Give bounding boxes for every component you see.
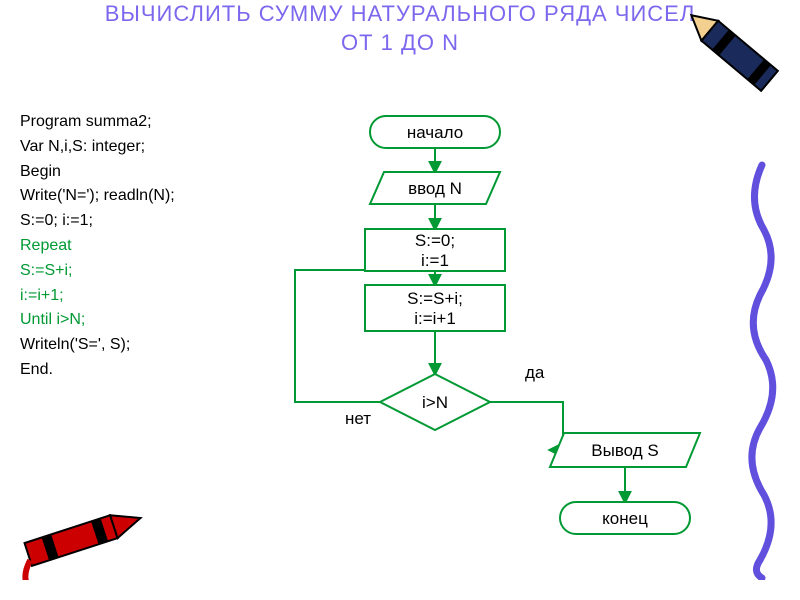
- code-line: Write('N='); readln(N);: [20, 184, 175, 209]
- crayon-red-icon: [15, 490, 155, 580]
- code-line: Writeln('S=', S);: [20, 333, 175, 358]
- flowchart: да нет начало ввод N S:=0;i:=1 S:=S+i;i:=i+1 i…: [280, 110, 780, 580]
- flow-node-label: i>N: [422, 393, 448, 412]
- code-line: i:=i+1;: [20, 284, 175, 309]
- flow-node-label: i:=1: [421, 251, 449, 270]
- code-line: Program summa2;: [20, 110, 175, 135]
- code-listing: Program summa2;Var N,i,S: integer;BeginW…: [20, 110, 175, 383]
- flow-node-label: начало: [407, 123, 463, 142]
- flow-node-label: S:=S+i;: [407, 289, 463, 308]
- flow-node-label: ввод N: [408, 179, 462, 198]
- squiggle-icon: [742, 160, 782, 580]
- code-line: Repeat: [20, 234, 175, 259]
- flow-node-label: Вывод S: [591, 441, 658, 460]
- code-line: S:=S+i;: [20, 259, 175, 284]
- flow-node-label: конец: [602, 509, 648, 528]
- code-line: Var N,i,S: integer;: [20, 135, 175, 160]
- flow-edge-label: нет: [345, 409, 371, 428]
- code-line: End.: [20, 358, 175, 383]
- crayon-navy-icon: [680, 0, 800, 120]
- code-line: S:=0; i:=1;: [20, 209, 175, 234]
- flow-edge-label: да: [525, 363, 545, 382]
- code-line: Begin: [20, 160, 175, 185]
- code-line: Until i>N;: [20, 308, 175, 333]
- flow-edge: [490, 402, 563, 450]
- flow-node-label: S:=0;: [415, 231, 455, 250]
- flow-node-label: i:=i+1: [414, 309, 456, 328]
